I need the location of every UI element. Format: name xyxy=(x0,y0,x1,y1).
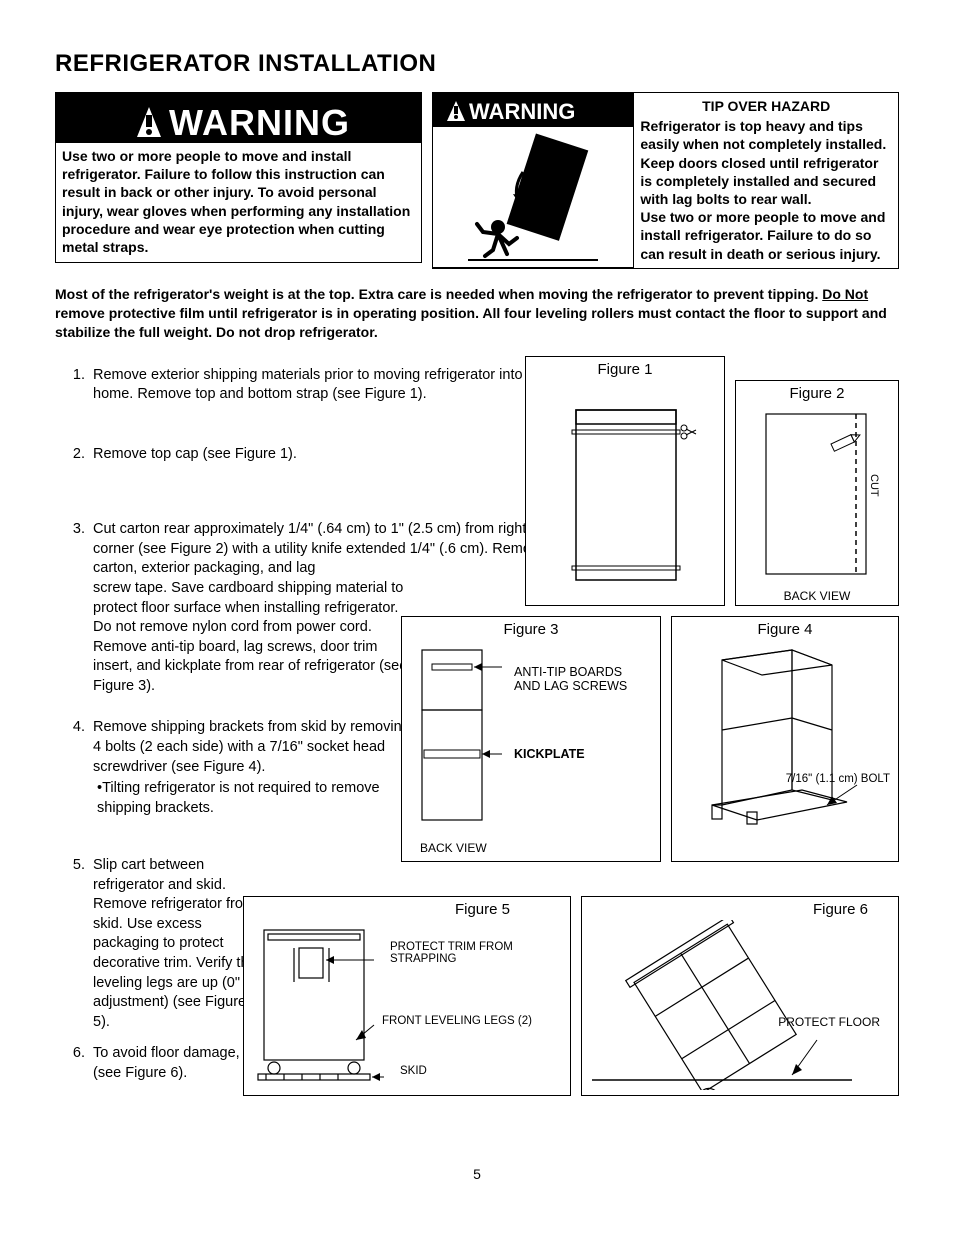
figure-6-label: PROTECT FLOOR xyxy=(778,1015,880,1029)
warning-right-header: WARNING xyxy=(433,93,634,268)
figure-5-title: Figure 5 xyxy=(244,901,570,918)
warning-left-header: WARNING xyxy=(56,93,421,143)
tip-over-title: TIP OVER HAZARD xyxy=(640,97,892,115)
figure-4: Figure 4 7/16" (1.1 cm) BOL xyxy=(671,616,899,862)
warning-icon: WARNING xyxy=(109,95,369,143)
page-title: REFRIGERATOR INSTALLATION xyxy=(55,50,899,78)
figure-5-label2: FRONT LEVELING LEGS (2) xyxy=(382,1015,532,1027)
figure-5-label1b: STRAPPING xyxy=(390,953,513,965)
figure-3-label1b: AND LAG SCREWS xyxy=(514,679,627,693)
svg-text:WARNING: WARNING xyxy=(169,102,350,143)
figure-3-backview: BACK VIEW xyxy=(420,841,487,855)
figure-2-backview: BACK VIEW xyxy=(736,589,898,603)
figure-3-label1a: ANTI-TIP BOARDS xyxy=(514,665,627,679)
figure-1-title: Figure 1 xyxy=(526,361,724,378)
step-5: Slip cart between refrigerator and skid.… xyxy=(89,856,263,1032)
figure-5-label1a: PROTECT TRIM FROM xyxy=(390,941,513,953)
figure-6: Figure 6 xyxy=(581,896,899,1096)
tip-over-icon xyxy=(433,127,633,267)
warning-right-box: WARNING xyxy=(432,92,899,269)
figure-2: Figure 2 CUT BACK VIEW xyxy=(735,380,899,606)
figure-3-title: Figure 3 xyxy=(402,621,660,638)
figure-3: Figure 3 ANTI-TIP BOARDS AND LAG SCREWS … xyxy=(401,616,661,862)
page-number: 5 xyxy=(55,1166,899,1182)
warning-icon: WARNING xyxy=(435,95,631,125)
figure-5: Figure 5 xyxy=(243,896,571,1096)
warning-left-box: WARNING Use two or more people to move a… xyxy=(55,92,422,263)
weight-note: Most of the refrigerator's weight is at … xyxy=(55,285,899,342)
warning-row: WARNING Use two or more people to move a… xyxy=(55,92,899,269)
figure-4-title: Figure 4 xyxy=(672,621,898,638)
warning-left-body: Use two or more people to move and insta… xyxy=(56,143,421,262)
step-4: Remove shipping brackets from skid by re… xyxy=(89,718,413,818)
figure-2-title: Figure 2 xyxy=(736,385,898,402)
tip-over-body2: Use two or more people to move and insta… xyxy=(640,208,892,263)
step-2: Remove top cap (see Figure 1). xyxy=(89,445,533,465)
figure-5-label3: SKID xyxy=(400,1065,427,1077)
step-1: Remove exterior shipping materials prior… xyxy=(89,366,533,405)
step-4-bullet: •Tilting refrigerator is not required to… xyxy=(93,779,413,818)
figure-1: Figure 1 xyxy=(525,356,725,606)
figure-3-label2: KICKPLATE xyxy=(514,747,585,761)
svg-text:WARNING: WARNING xyxy=(469,99,575,124)
figure-6-title: Figure 6 xyxy=(582,901,898,918)
instruction-content: Remove exterior shipping materials prior… xyxy=(55,366,899,1156)
tip-over-body1: Refrigerator is top heavy and tips easil… xyxy=(640,117,892,208)
figure-4-bolt: 7/16" (1.1 cm) BOLT xyxy=(786,773,890,785)
svg-text:CUT: CUT xyxy=(868,474,880,497)
